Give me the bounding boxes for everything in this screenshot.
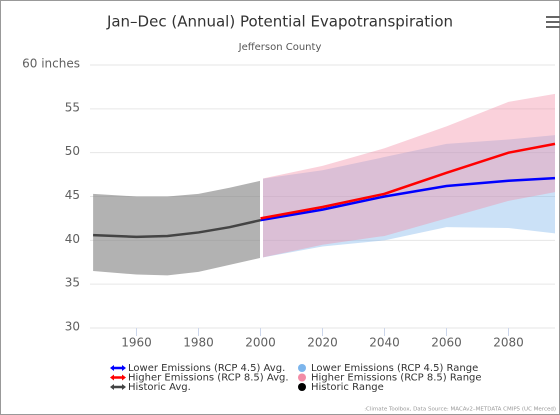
series-line — [93, 218, 261, 239]
legend-symbol — [110, 365, 126, 371]
legend-label: Historic Range — [311, 382, 384, 393]
legend-symbol — [298, 383, 306, 391]
series-line — [260, 176, 556, 222]
x-tick-label: 2060 — [431, 336, 462, 350]
y-tick-label: 45 — [65, 188, 80, 202]
y-tick-label: 40 — [65, 232, 80, 246]
y-tick-label: 60 inches — [22, 57, 80, 71]
legend-symbol — [110, 384, 126, 390]
legend-label: Lower Emissions (RCP 4.5) Avg. — [128, 363, 285, 374]
legend-label: Higher Emissions (RCP 8.5) Avg. — [128, 373, 289, 384]
legend-symbol — [298, 373, 306, 382]
y-tick-label: 35 — [65, 276, 80, 290]
credits[interactable]: :Climate Toolbox, Data Source: MACAv2–ME… — [364, 407, 556, 413]
legend-symbol — [298, 364, 306, 372]
series-line — [260, 142, 556, 220]
y-tick-label: 55 — [65, 100, 80, 114]
chart-title: Jan–Dec (Annual) Potential Evapotranspir… — [106, 13, 453, 31]
range-area — [260, 93, 555, 258]
menu-icon[interactable] — [546, 16, 560, 28]
range-area — [93, 180, 261, 276]
x-tick-label: 1980 — [183, 336, 214, 350]
x-tick-label: 2020 — [307, 336, 338, 350]
x-tick-label: 2040 — [369, 336, 400, 350]
x-tick-label: 1960 — [121, 336, 152, 350]
legend-symbol — [110, 374, 126, 381]
range-area — [260, 135, 555, 258]
legend-label: Higher Emissions (RCP 8.5) Range — [311, 373, 482, 384]
legend-label: Historic Avg. — [128, 382, 191, 393]
y-tick-label: 30 — [65, 320, 80, 334]
y-tick-label: 50 — [65, 144, 80, 158]
x-tick-label: 2000 — [245, 336, 276, 350]
legend-label: Lower Emissions (RCP 4.5) Range — [311, 363, 478, 374]
x-tick-label: 2080 — [493, 336, 524, 350]
chart-subtitle: Jefferson County — [238, 42, 322, 53]
